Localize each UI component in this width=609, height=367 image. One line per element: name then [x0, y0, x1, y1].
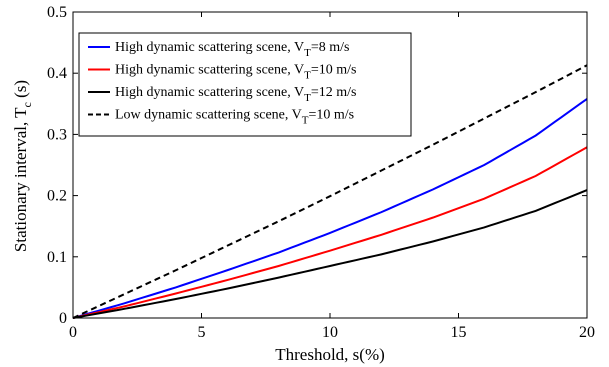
y-tick-label: 0.5	[47, 4, 67, 21]
x-tick-label: 15	[451, 324, 467, 341]
x-tick-label: 10	[322, 324, 338, 341]
legend-label-tail: =10 m/s	[308, 108, 354, 123]
legend-label-main: Low dynamic scattering scene, V	[115, 108, 302, 123]
series-line-4	[72, 64, 588, 319]
series-group	[72, 64, 588, 319]
y-tick-label: 0.2	[47, 188, 67, 205]
axes: 0 5 10 15 20 0 0.1 0.2 0.3 0.4 0.5	[47, 4, 595, 341]
legend-label-tail: =12 m/s	[311, 85, 357, 100]
y-axis-label-main: Stationary interval, T	[11, 107, 30, 252]
legend-label-subscript: T	[304, 70, 311, 82]
legend-label-subscript: T	[304, 92, 311, 104]
legend-label-tail: =10 m/s	[311, 63, 357, 78]
y-axis-label: Stationary interval, Tc (s)	[11, 80, 34, 252]
y-tick-label: 0	[59, 310, 67, 327]
series-line-3	[72, 189, 588, 319]
legend-label-subscript: T	[302, 115, 309, 127]
y-axis-label-subscript: c	[20, 102, 34, 107]
legend-label-4: Low dynamic scattering scene, VT=10 m/s	[115, 108, 354, 127]
legend-label-main: High dynamic scattering scene, V	[115, 63, 304, 78]
y-tick-label: 0.4	[47, 65, 67, 82]
legend-label-tail: =8 m/s	[311, 40, 350, 55]
legend-label-subscript: T	[304, 47, 311, 59]
x-tick-label: 0	[69, 324, 77, 341]
legend-label-2: High dynamic scattering scene, VT=10 m/s	[115, 63, 356, 82]
series-line-1	[72, 98, 588, 319]
series-line-2	[72, 146, 588, 319]
legend-box	[78, 32, 412, 137]
y-tick-label: 0.3	[47, 126, 67, 143]
legend-label-main: High dynamic scattering scene, V	[115, 85, 304, 100]
x-tick-label: 20	[579, 324, 595, 341]
legend: High dynamic scattering scene, VT=8 m/sH…	[78, 32, 412, 137]
legend-label-main: High dynamic scattering scene, V	[115, 40, 304, 55]
x-tick-label: 5	[198, 324, 206, 341]
legend-label-3: High dynamic scattering scene, VT=12 m/s	[115, 85, 356, 104]
x-axis-label: Threshold, s(%)	[275, 345, 385, 364]
y-axis-label-unit: (s)	[11, 80, 30, 102]
legend-label-1: High dynamic scattering scene, VT=8 m/s	[115, 40, 349, 59]
y-tick-label: 0.1	[47, 249, 67, 266]
